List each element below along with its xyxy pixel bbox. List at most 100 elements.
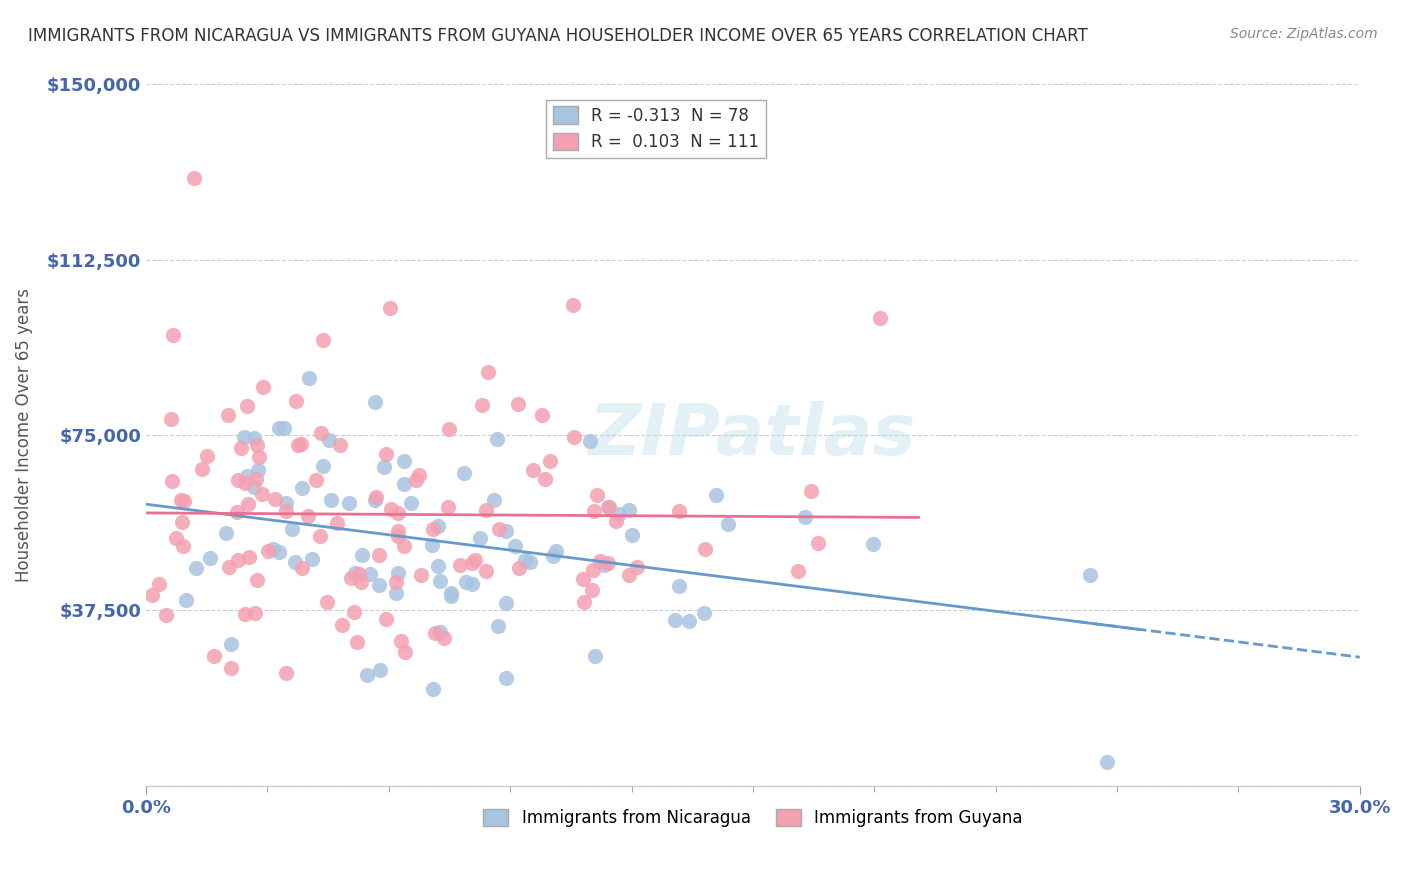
Point bbox=[378, 301, 401, 316]
Point bbox=[583, 504, 606, 518]
Point bbox=[508, 561, 530, 575]
Point bbox=[426, 519, 449, 533]
Point bbox=[495, 596, 517, 610]
Point bbox=[411, 568, 433, 582]
Point bbox=[195, 449, 218, 463]
Point bbox=[267, 421, 290, 435]
Point bbox=[191, 461, 214, 475]
Point bbox=[869, 311, 891, 326]
Point bbox=[429, 624, 451, 639]
Point bbox=[373, 459, 395, 474]
Point bbox=[162, 474, 184, 488]
Point bbox=[380, 501, 402, 516]
Point bbox=[385, 585, 408, 599]
Point bbox=[235, 607, 257, 621]
Point bbox=[308, 528, 330, 542]
Point bbox=[316, 594, 339, 608]
Point bbox=[364, 492, 387, 507]
Point bbox=[588, 553, 610, 567]
Point bbox=[219, 637, 242, 651]
Point bbox=[342, 605, 364, 619]
Point bbox=[330, 618, 353, 632]
Point bbox=[387, 524, 409, 538]
Point bbox=[546, 543, 568, 558]
Point bbox=[619, 567, 641, 582]
Point bbox=[605, 514, 627, 528]
Point bbox=[453, 466, 475, 480]
Point bbox=[160, 412, 183, 426]
Point bbox=[581, 563, 603, 577]
Legend: Immigrants from Nicaragua, Immigrants from Guyana: Immigrants from Nicaragua, Immigrants fr… bbox=[477, 802, 1029, 833]
Point bbox=[664, 613, 686, 627]
Point bbox=[228, 473, 250, 487]
Point bbox=[238, 549, 260, 564]
Point bbox=[475, 502, 498, 516]
Point bbox=[184, 560, 207, 574]
Text: Source: ZipAtlas.com: Source: ZipAtlas.com bbox=[1230, 27, 1378, 41]
Point bbox=[349, 566, 371, 581]
Point bbox=[668, 504, 690, 518]
Point bbox=[233, 476, 256, 491]
Point bbox=[596, 500, 619, 515]
Point bbox=[368, 548, 391, 562]
Point bbox=[141, 588, 163, 602]
Point bbox=[233, 429, 256, 443]
Point bbox=[695, 542, 717, 557]
Point bbox=[291, 481, 314, 495]
Point bbox=[541, 549, 564, 563]
Point bbox=[437, 500, 460, 514]
Point bbox=[429, 574, 451, 589]
Point bbox=[561, 297, 583, 311]
Point bbox=[217, 409, 239, 423]
Point bbox=[366, 491, 388, 505]
Y-axis label: Householder Income Over 65 years: Householder Income Over 65 years bbox=[15, 288, 32, 582]
Point bbox=[276, 496, 298, 510]
Point bbox=[596, 557, 619, 571]
Point bbox=[337, 496, 360, 510]
Point bbox=[246, 463, 269, 477]
Point bbox=[312, 458, 335, 473]
Point bbox=[394, 645, 416, 659]
Point bbox=[387, 529, 409, 543]
Point bbox=[252, 380, 274, 394]
Point bbox=[375, 447, 398, 461]
Point bbox=[218, 560, 240, 574]
Point bbox=[356, 667, 378, 681]
Point bbox=[408, 468, 430, 483]
Point bbox=[621, 527, 644, 541]
Point bbox=[170, 493, 193, 508]
Point bbox=[250, 487, 273, 501]
Point bbox=[155, 608, 177, 623]
Point bbox=[243, 606, 266, 620]
Point bbox=[162, 327, 184, 342]
Point bbox=[173, 494, 195, 508]
Point bbox=[305, 474, 328, 488]
Point bbox=[471, 398, 494, 412]
Point bbox=[225, 506, 247, 520]
Point bbox=[318, 434, 340, 448]
Point bbox=[176, 592, 198, 607]
Text: IMMIGRANTS FROM NICARAGUA VS IMMIGRANTS FROM GUYANA HOUSEHOLDER INCOME OVER 65 Y: IMMIGRANTS FROM NICARAGUA VS IMMIGRANTS … bbox=[28, 27, 1088, 45]
Point bbox=[273, 421, 295, 435]
Point bbox=[264, 491, 287, 506]
Point bbox=[172, 539, 194, 553]
Point bbox=[202, 648, 225, 663]
Point bbox=[298, 371, 321, 385]
Point bbox=[276, 666, 298, 681]
Text: ZIPatlas: ZIPatlas bbox=[589, 401, 917, 469]
Point bbox=[229, 442, 252, 456]
Point bbox=[287, 438, 309, 452]
Point bbox=[274, 504, 297, 518]
Point bbox=[329, 438, 352, 452]
Point bbox=[506, 397, 529, 411]
Point bbox=[387, 506, 409, 520]
Point bbox=[626, 559, 648, 574]
Point bbox=[488, 522, 510, 536]
Point bbox=[538, 454, 561, 468]
Point bbox=[290, 437, 312, 451]
Point bbox=[693, 606, 716, 620]
Point bbox=[488, 618, 510, 632]
Point bbox=[326, 516, 349, 531]
Point bbox=[297, 509, 319, 524]
Point bbox=[226, 553, 249, 567]
